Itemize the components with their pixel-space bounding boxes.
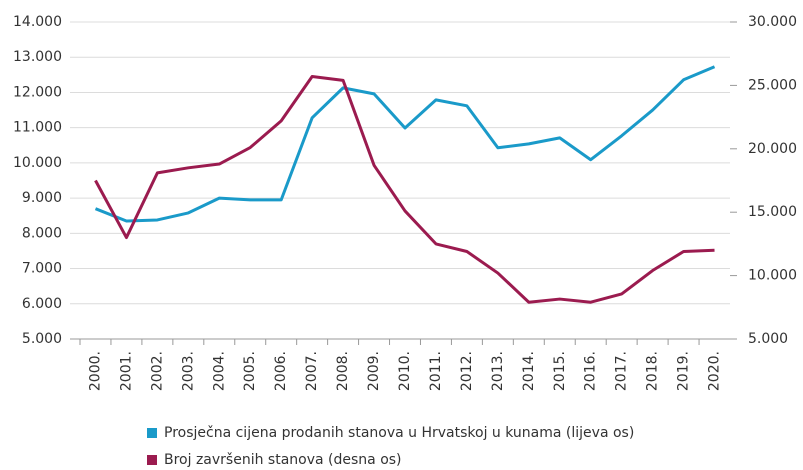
x-tick-label: 2016. — [583, 351, 599, 391]
x-tick-label: 2005. — [242, 351, 258, 391]
series-line — [94, 75, 715, 304]
y-tick-label: 14.000 — [13, 14, 62, 30]
x-tick-label: 2015. — [552, 351, 568, 391]
x-tick-label: 2002. — [149, 351, 165, 391]
y-tick-label: 7.000 — [22, 261, 62, 277]
x-tick-label: 2013. — [490, 351, 506, 391]
y-tick-label: 11.000 — [13, 120, 62, 136]
legend-swatch — [147, 455, 157, 465]
y2-tick-label: 5.000 — [748, 331, 788, 347]
x-tick-label: 2003. — [180, 351, 196, 391]
x-tick-label: 2019. — [676, 351, 692, 391]
y-tick-label: 8.000 — [22, 225, 62, 241]
series-line — [94, 65, 716, 223]
y-tick-label: 6.000 — [22, 296, 62, 312]
x-tick-label: 2011. — [428, 351, 444, 391]
x-tick-label: 2012. — [459, 351, 475, 391]
legend-swatch — [147, 428, 157, 438]
x-tick-label: 2020. — [707, 351, 723, 391]
y-tick-label: 12.000 — [13, 84, 62, 100]
x-tick-label: 2017. — [614, 351, 630, 391]
y2-tick-label: 10.000 — [748, 268, 797, 284]
x-tick-label: 2008. — [335, 351, 351, 391]
legend-text: Broj završenih stanova (desna os) — [164, 452, 402, 468]
x-tick-label: 2009. — [366, 351, 382, 391]
x-tick-label: 2018. — [645, 351, 661, 391]
x-tick-label: 2006. — [273, 351, 289, 391]
x-tick-label: 2010. — [397, 351, 413, 391]
legend-text: Prosječna cijena prodanih stanova u Hrva… — [164, 425, 634, 441]
y-tick-label: 9.000 — [22, 190, 62, 206]
x-tick-label: 2014. — [521, 351, 537, 391]
x-tick-label: 2007. — [304, 351, 320, 391]
y2-tick-label: 25.000 — [748, 77, 797, 93]
y2-tick-label: 15.000 — [748, 204, 797, 220]
y2-tick-label: 20.000 — [748, 141, 797, 157]
y-tick-label: 13.000 — [13, 49, 62, 65]
y-tick-label: 5.000 — [22, 331, 62, 347]
y2-tick-label: 30.000 — [748, 14, 797, 30]
y-tick-label: 10.000 — [13, 155, 62, 171]
x-tick-label: 2000. — [87, 351, 103, 391]
x-tick-label: 2004. — [211, 351, 227, 391]
x-tick-label: 2001. — [118, 351, 134, 391]
